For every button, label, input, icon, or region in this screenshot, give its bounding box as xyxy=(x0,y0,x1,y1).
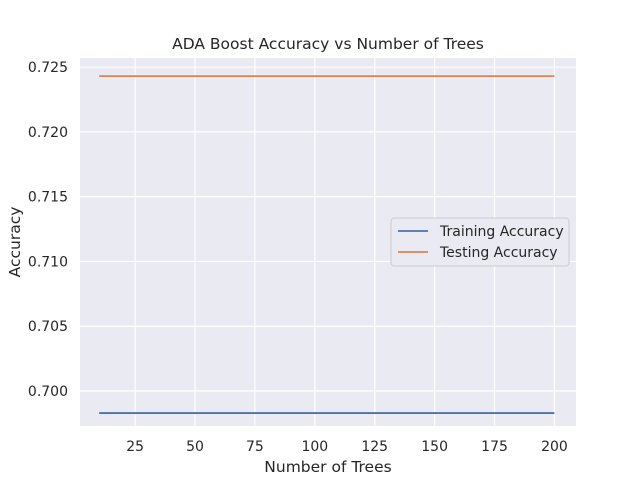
x-tick-label: 25 xyxy=(126,439,144,455)
y-tick-label: 0.725 xyxy=(28,60,68,76)
legend-box xyxy=(390,217,570,267)
x-tick-label: 100 xyxy=(301,439,328,455)
y-tick-labels: 0.700 0.705 0.710 0.715 0.720 0.725 xyxy=(28,60,68,400)
x-tick-label: 50 xyxy=(186,439,204,455)
y-tick-label: 0.715 xyxy=(28,190,68,206)
x-tick-label: 125 xyxy=(361,439,388,455)
y-axis-label: Accuracy xyxy=(6,207,24,278)
y-tick-label: 0.705 xyxy=(28,319,68,335)
y-tick-label: 0.720 xyxy=(28,125,68,141)
x-tick-label: 175 xyxy=(481,439,508,455)
x-axis-label: Number of Trees xyxy=(264,458,391,476)
series-lines xyxy=(99,75,555,414)
x-tick-label: 75 xyxy=(246,439,264,455)
chart-title: ADA Boost Accuracy vs Number of Trees xyxy=(172,35,484,53)
y-tick-label: 0.700 xyxy=(28,384,68,400)
x-tick-label: 200 xyxy=(541,439,568,455)
x-tick-label: 150 xyxy=(421,439,448,455)
legend-label-testing: Testing Accuracy xyxy=(439,245,558,261)
legend-label-training: Training Accuracy xyxy=(439,224,564,240)
x-tick-labels: 25 50 75 100 125 150 175 200 xyxy=(126,439,568,455)
y-tick-label: 0.710 xyxy=(28,254,68,270)
legend: Training Accuracy Testing Accuracy xyxy=(390,217,570,267)
